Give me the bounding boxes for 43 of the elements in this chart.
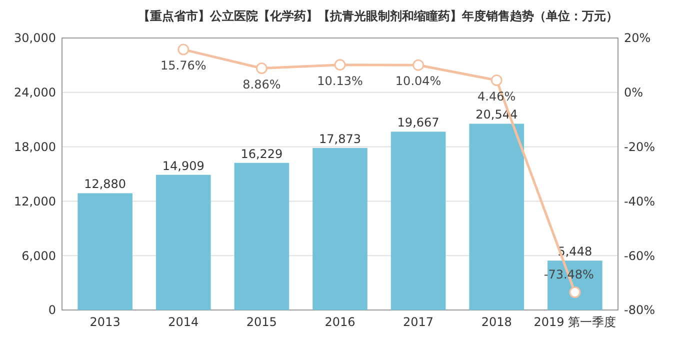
bar — [78, 193, 132, 310]
y-tick-label: 0 — [48, 303, 56, 318]
point — [256, 62, 268, 74]
data-label: 20,544 — [476, 108, 518, 122]
bar — [234, 162, 290, 310]
y-tick-label: 18,000 — [14, 140, 56, 154]
x-tick-label: 2016 — [324, 315, 356, 329]
data-label: 12,880 — [84, 177, 126, 192]
data-label: 10.04% — [395, 74, 442, 88]
y-tick-label: 12,000 — [14, 194, 56, 208]
data-label: 14,909 — [162, 158, 204, 173]
y2-tick-label: 0% — [624, 86, 644, 100]
data-label: 10.13% — [317, 74, 363, 88]
x-tick-label: 2015 — [246, 315, 277, 329]
data-label: 4.46% — [478, 89, 516, 104]
data-label: 15.76% — [160, 58, 206, 73]
bar — [469, 124, 524, 310]
x-tick-label: 2018 — [481, 315, 512, 329]
point — [334, 59, 346, 71]
y-tick-label: 24,000 — [14, 86, 56, 100]
data-label: 19,667 — [397, 116, 440, 130]
point — [569, 286, 581, 298]
y2-tick-label: -60% — [624, 248, 656, 263]
y2-tick-label: -20% — [624, 140, 656, 154]
x-tick-label: 2017 — [403, 315, 434, 329]
y2-tick-label: -40% — [624, 194, 656, 208]
x-tick-label: 2013 — [90, 315, 120, 329]
bar — [390, 132, 446, 310]
data-label: 16,229 — [240, 146, 283, 161]
data-label: 8.86% — [242, 77, 281, 92]
bar — [156, 174, 211, 310]
chart-title: 【重点省市】公立医院【化学药】【抗青光眼制剂和缩瞳药】年度销售趋势（单位：万元） — [138, 9, 618, 23]
y2-tick-label: 20% — [624, 31, 651, 46]
y-tick-label: 30,000 — [14, 31, 56, 46]
point — [412, 59, 424, 71]
x-tick-label: 2019 第一季度 — [534, 315, 616, 329]
point — [178, 44, 190, 56]
x-tick-label: 2014 — [168, 315, 199, 329]
y2-tick-label: -80% — [624, 303, 656, 318]
point — [490, 74, 502, 86]
bar — [312, 148, 368, 310]
y-tick-label: 6,000 — [22, 248, 56, 263]
data-label: 17,873 — [319, 132, 361, 146]
